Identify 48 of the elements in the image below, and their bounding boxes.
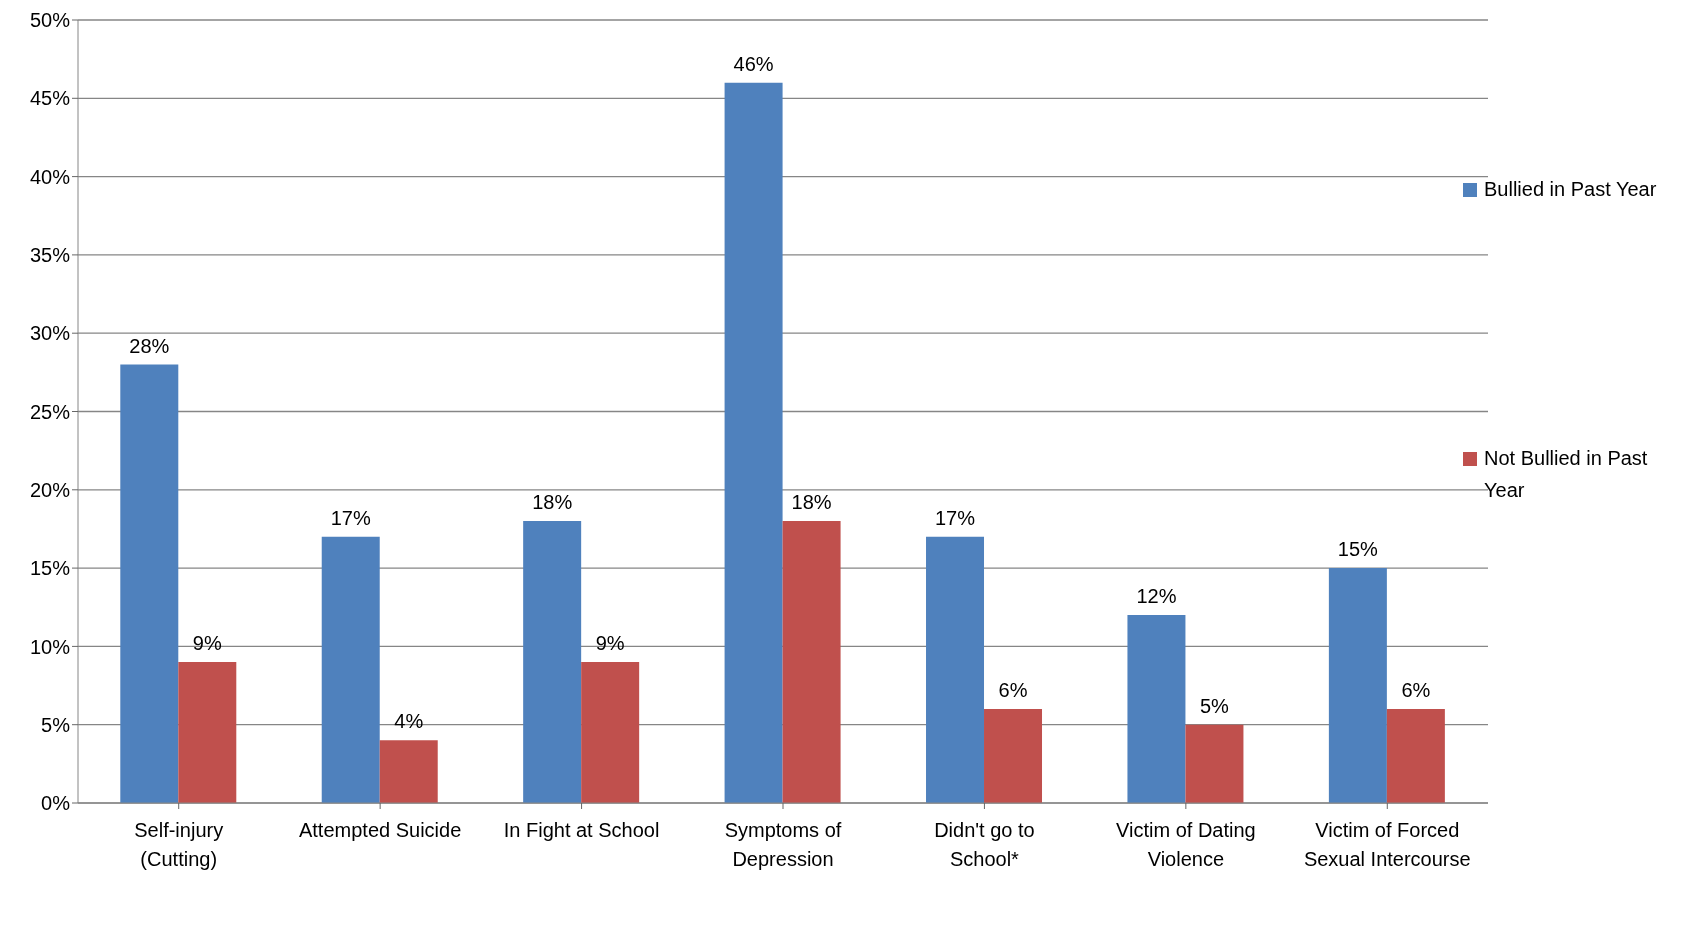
y-tick-label: 0% [41,792,71,815]
data-label: 9% [595,632,625,655]
bar [1328,568,1387,803]
data-label: 6% [1401,679,1431,702]
x-tick-label: Victim of Dating Violence [1116,819,1256,870]
x-tick-label: Didn't go to School* [934,819,1035,870]
bar [321,536,380,803]
bar [581,662,640,803]
bar [379,740,438,803]
bar [178,662,237,803]
y-tick-label: 20% [29,478,71,501]
data-label: 5% [1199,694,1230,717]
data-label: 17% [935,506,976,529]
data-label: 18% [532,491,573,514]
y-tick-label: 35% [29,244,71,266]
y-tick-label: 30% [29,322,71,345]
data-label: 9% [192,632,222,655]
data-label: 15% [1337,538,1379,561]
legend-label: Bullied in Past Year [1484,177,1657,202]
data-label: 28% [129,334,170,357]
bar [1386,709,1445,803]
y-tick-label: 5% [41,713,71,736]
data-label: 12% [1136,585,1177,608]
y-tick-label: 50% [29,9,71,32]
bar [523,521,582,803]
y-tick-label: 10% [29,635,71,658]
data-label: 4% [394,710,424,733]
bar [926,536,985,803]
y-tick-label: 40% [29,165,71,188]
data-label: 17% [330,506,371,529]
y-tick-label: 25% [29,400,71,423]
y-tick-label: 15% [29,557,71,580]
y-tick-label: 45% [29,87,71,110]
bar [120,364,179,803]
data-label: 46% [733,52,774,75]
bar [1127,615,1186,803]
x-tick-label: In Fight at School [503,819,660,841]
bar [1185,724,1244,803]
bar [724,82,783,803]
data-label: 6% [998,679,1028,702]
x-tick-label: Symptoms of Depression [724,819,842,870]
x-tick-label: Self-injury (Cutting) [134,819,224,870]
x-tick-label: Attempted Suicide [298,819,462,841]
bar [782,521,841,803]
data-label: 18% [791,491,832,514]
x-tick-label: Victim of Forced Sexual Intercourse [1303,819,1471,870]
legend-label: Not Bullied in Past Year [1484,446,1649,503]
bar [984,709,1043,803]
